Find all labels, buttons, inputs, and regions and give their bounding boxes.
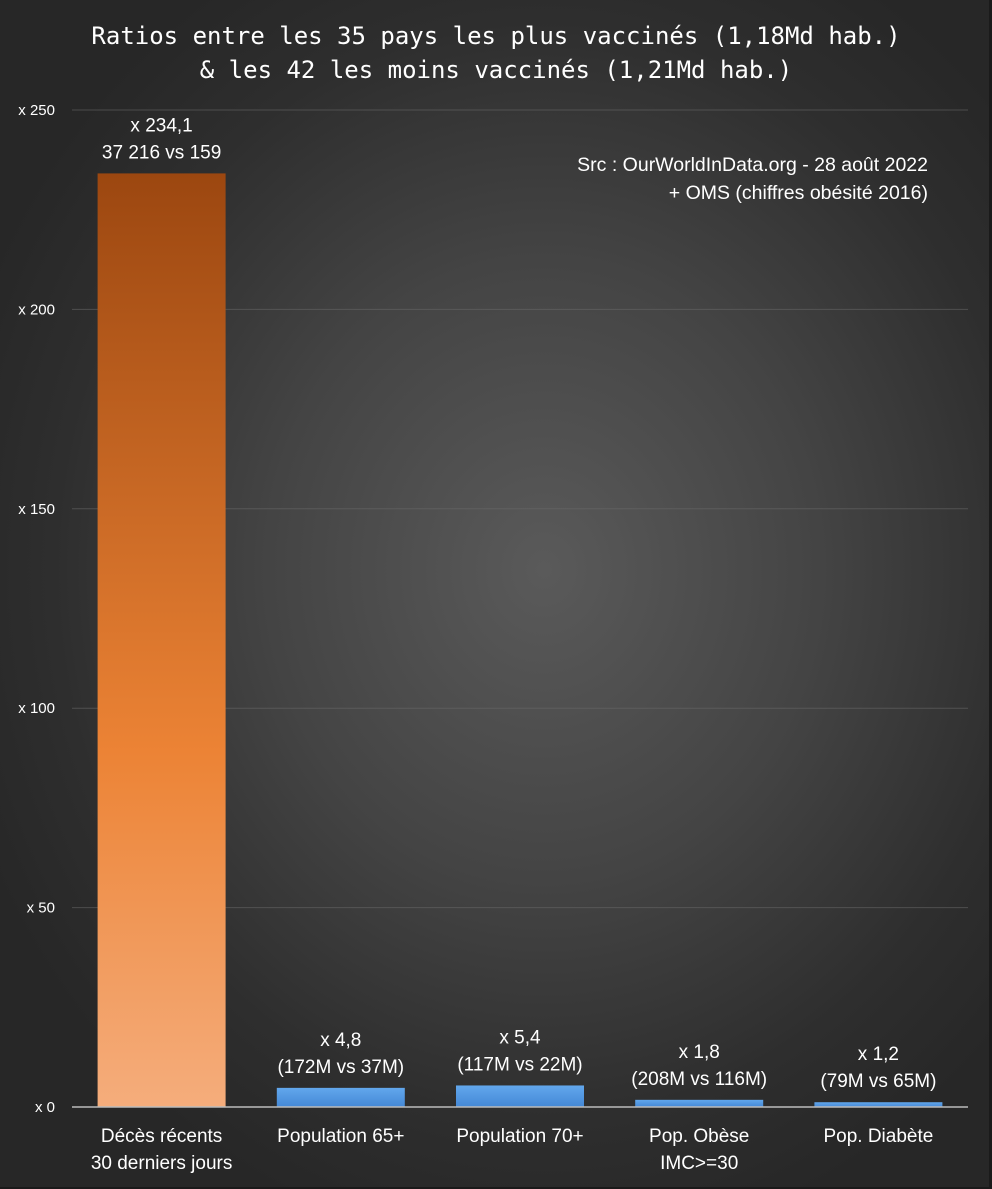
- y-tick-label: x 100: [18, 700, 55, 717]
- category-label: Population 70+: [456, 1126, 583, 1147]
- bar: [97, 173, 226, 1108]
- chart-title: Ratios entre les 35 pays les plus vaccin…: [91, 22, 900, 50]
- y-axis-ticks: x 0 x 50 x 100 x 150 x 200 x 250: [18, 102, 55, 1116]
- bar: [456, 1085, 584, 1107]
- y-tick-label: x 150: [18, 501, 55, 518]
- data-label: x 4,8: [320, 1030, 361, 1051]
- data-labels: x 234,1 37 216 vs 159 x 4,8 (172M vs 37M) x …: [102, 115, 937, 1092]
- data-label: x 234,1: [130, 115, 192, 136]
- category-label: Pop. Obèse: [649, 1126, 749, 1147]
- chart-subtitle: & les 42 les moins vaccinés (1,21Md hab.…: [200, 56, 792, 84]
- category-label: 30 derniers jours: [91, 1153, 233, 1174]
- category-label: Décès récents: [101, 1126, 222, 1147]
- data-label: x 1,8: [679, 1042, 720, 1063]
- bar: [814, 1102, 943, 1107]
- y-tick-label: x 0: [35, 1099, 55, 1116]
- data-label: x 1,2: [858, 1044, 899, 1065]
- data-label: 37 216 vs 159: [102, 142, 221, 163]
- category-labels: Décès récents 30 derniers jours Population…: [91, 1126, 933, 1174]
- data-label: (79M vs 65M): [820, 1071, 936, 1092]
- bar: [276, 1087, 405, 1107]
- y-tick-label: x 250: [18, 102, 55, 119]
- y-tick-label: x 200: [18, 301, 55, 318]
- data-label: x 5,4: [499, 1027, 541, 1048]
- data-label: (208M vs 116M): [631, 1069, 767, 1090]
- category-label: Population 65+: [277, 1126, 404, 1147]
- category-label: Pop. Diabète: [823, 1126, 933, 1147]
- bars: [97, 173, 943, 1108]
- data-label: (172M vs 37M): [277, 1057, 404, 1078]
- category-label: IMC>=30: [660, 1153, 738, 1174]
- y-tick-label: x 50: [27, 900, 55, 917]
- source-line-2: + OMS (chiffres obésité 2016): [669, 182, 928, 204]
- data-label: (117M vs 22M): [457, 1054, 582, 1075]
- source-line-1: Src : OurWorldInData.org - 28 août 2022: [577, 154, 928, 176]
- bar: [635, 1099, 764, 1107]
